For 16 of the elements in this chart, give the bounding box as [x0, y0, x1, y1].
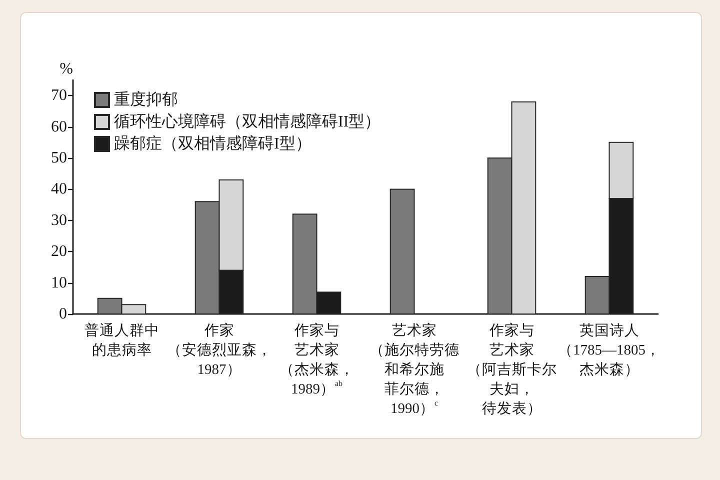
x-tick-label: 作家（安德烈亚森，1987）: [166, 322, 272, 378]
y-tick-label: 20: [51, 243, 67, 260]
y-tick-label: 50: [51, 150, 67, 166]
y-tick-label: 30: [51, 212, 67, 229]
y-tick-label: 40: [51, 180, 67, 198]
legend-label: 重度抑郁: [114, 90, 178, 108]
x-tick-label: 英国诗人（1785—1805，杰米森）: [558, 322, 660, 378]
y-tick-label: 70: [51, 87, 67, 104]
x-tick-label: 普通人群中的患病率: [84, 322, 160, 358]
y-axis-title: %: [60, 60, 73, 78]
y-tick-label: 60: [51, 118, 67, 136]
x-tick-label: 作家与艺术家（阿吉斯卡尔夫妇，待发表）: [466, 322, 557, 417]
y-tick-label: 0: [59, 306, 67, 322]
legend-label: 躁郁症（双相情感障碍I型）: [114, 134, 312, 152]
y-tick-label: 10: [51, 274, 67, 292]
legend-label: 循环性心境障碍（双相情感障碍II型）: [114, 112, 381, 130]
